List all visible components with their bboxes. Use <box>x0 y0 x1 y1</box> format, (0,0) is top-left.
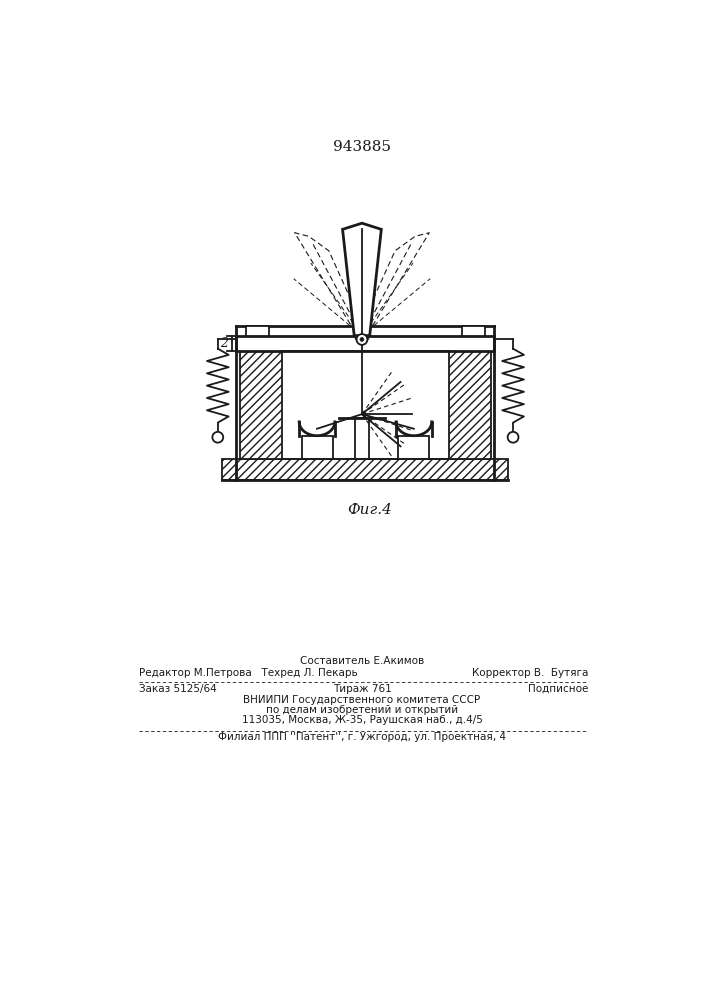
Text: Филиал ППП ''Патент'', г. Ужгород, ул. Проектная, 4: Филиал ППП ''Патент'', г. Ужгород, ул. П… <box>218 732 506 742</box>
Bar <box>449 351 491 459</box>
Bar <box>246 326 269 336</box>
Text: 2: 2 <box>220 337 228 350</box>
Text: Заказ 5125/64: Заказ 5125/64 <box>139 684 216 694</box>
Bar <box>301 436 332 459</box>
Text: Подписное: Подписное <box>528 684 588 694</box>
Bar <box>462 326 485 336</box>
Bar <box>222 459 508 480</box>
Text: Корректор В.  Бутяга: Корректор В. Бутяга <box>472 668 588 678</box>
Text: Составитель Е.Акимов: Составитель Е.Акимов <box>300 656 424 666</box>
Polygon shape <box>343 223 381 336</box>
Bar <box>398 436 429 459</box>
Text: Фиг.4: Фиг.4 <box>347 503 392 517</box>
Circle shape <box>360 338 364 341</box>
Circle shape <box>212 432 223 443</box>
Text: 113035, Москва, Ж-35, Раушская наб., д.4/5: 113035, Москва, Ж-35, Раушская наб., д.4… <box>242 715 482 725</box>
Text: ВНИИПИ Государственного комитета СССР: ВНИИПИ Государственного комитета СССР <box>243 695 481 705</box>
Bar <box>355 418 369 459</box>
Text: 943885: 943885 <box>333 140 391 154</box>
Circle shape <box>356 334 368 345</box>
Bar <box>236 336 494 351</box>
Text: Тираж 761: Тираж 761 <box>332 684 392 694</box>
Text: по делам изобретений и открытий: по делам изобретений и открытий <box>266 705 458 715</box>
Text: Редактор М.Петрова   Техред Л. Пекарь: Редактор М.Петрова Техред Л. Пекарь <box>139 668 358 678</box>
Circle shape <box>508 432 518 443</box>
Bar <box>240 351 282 459</box>
